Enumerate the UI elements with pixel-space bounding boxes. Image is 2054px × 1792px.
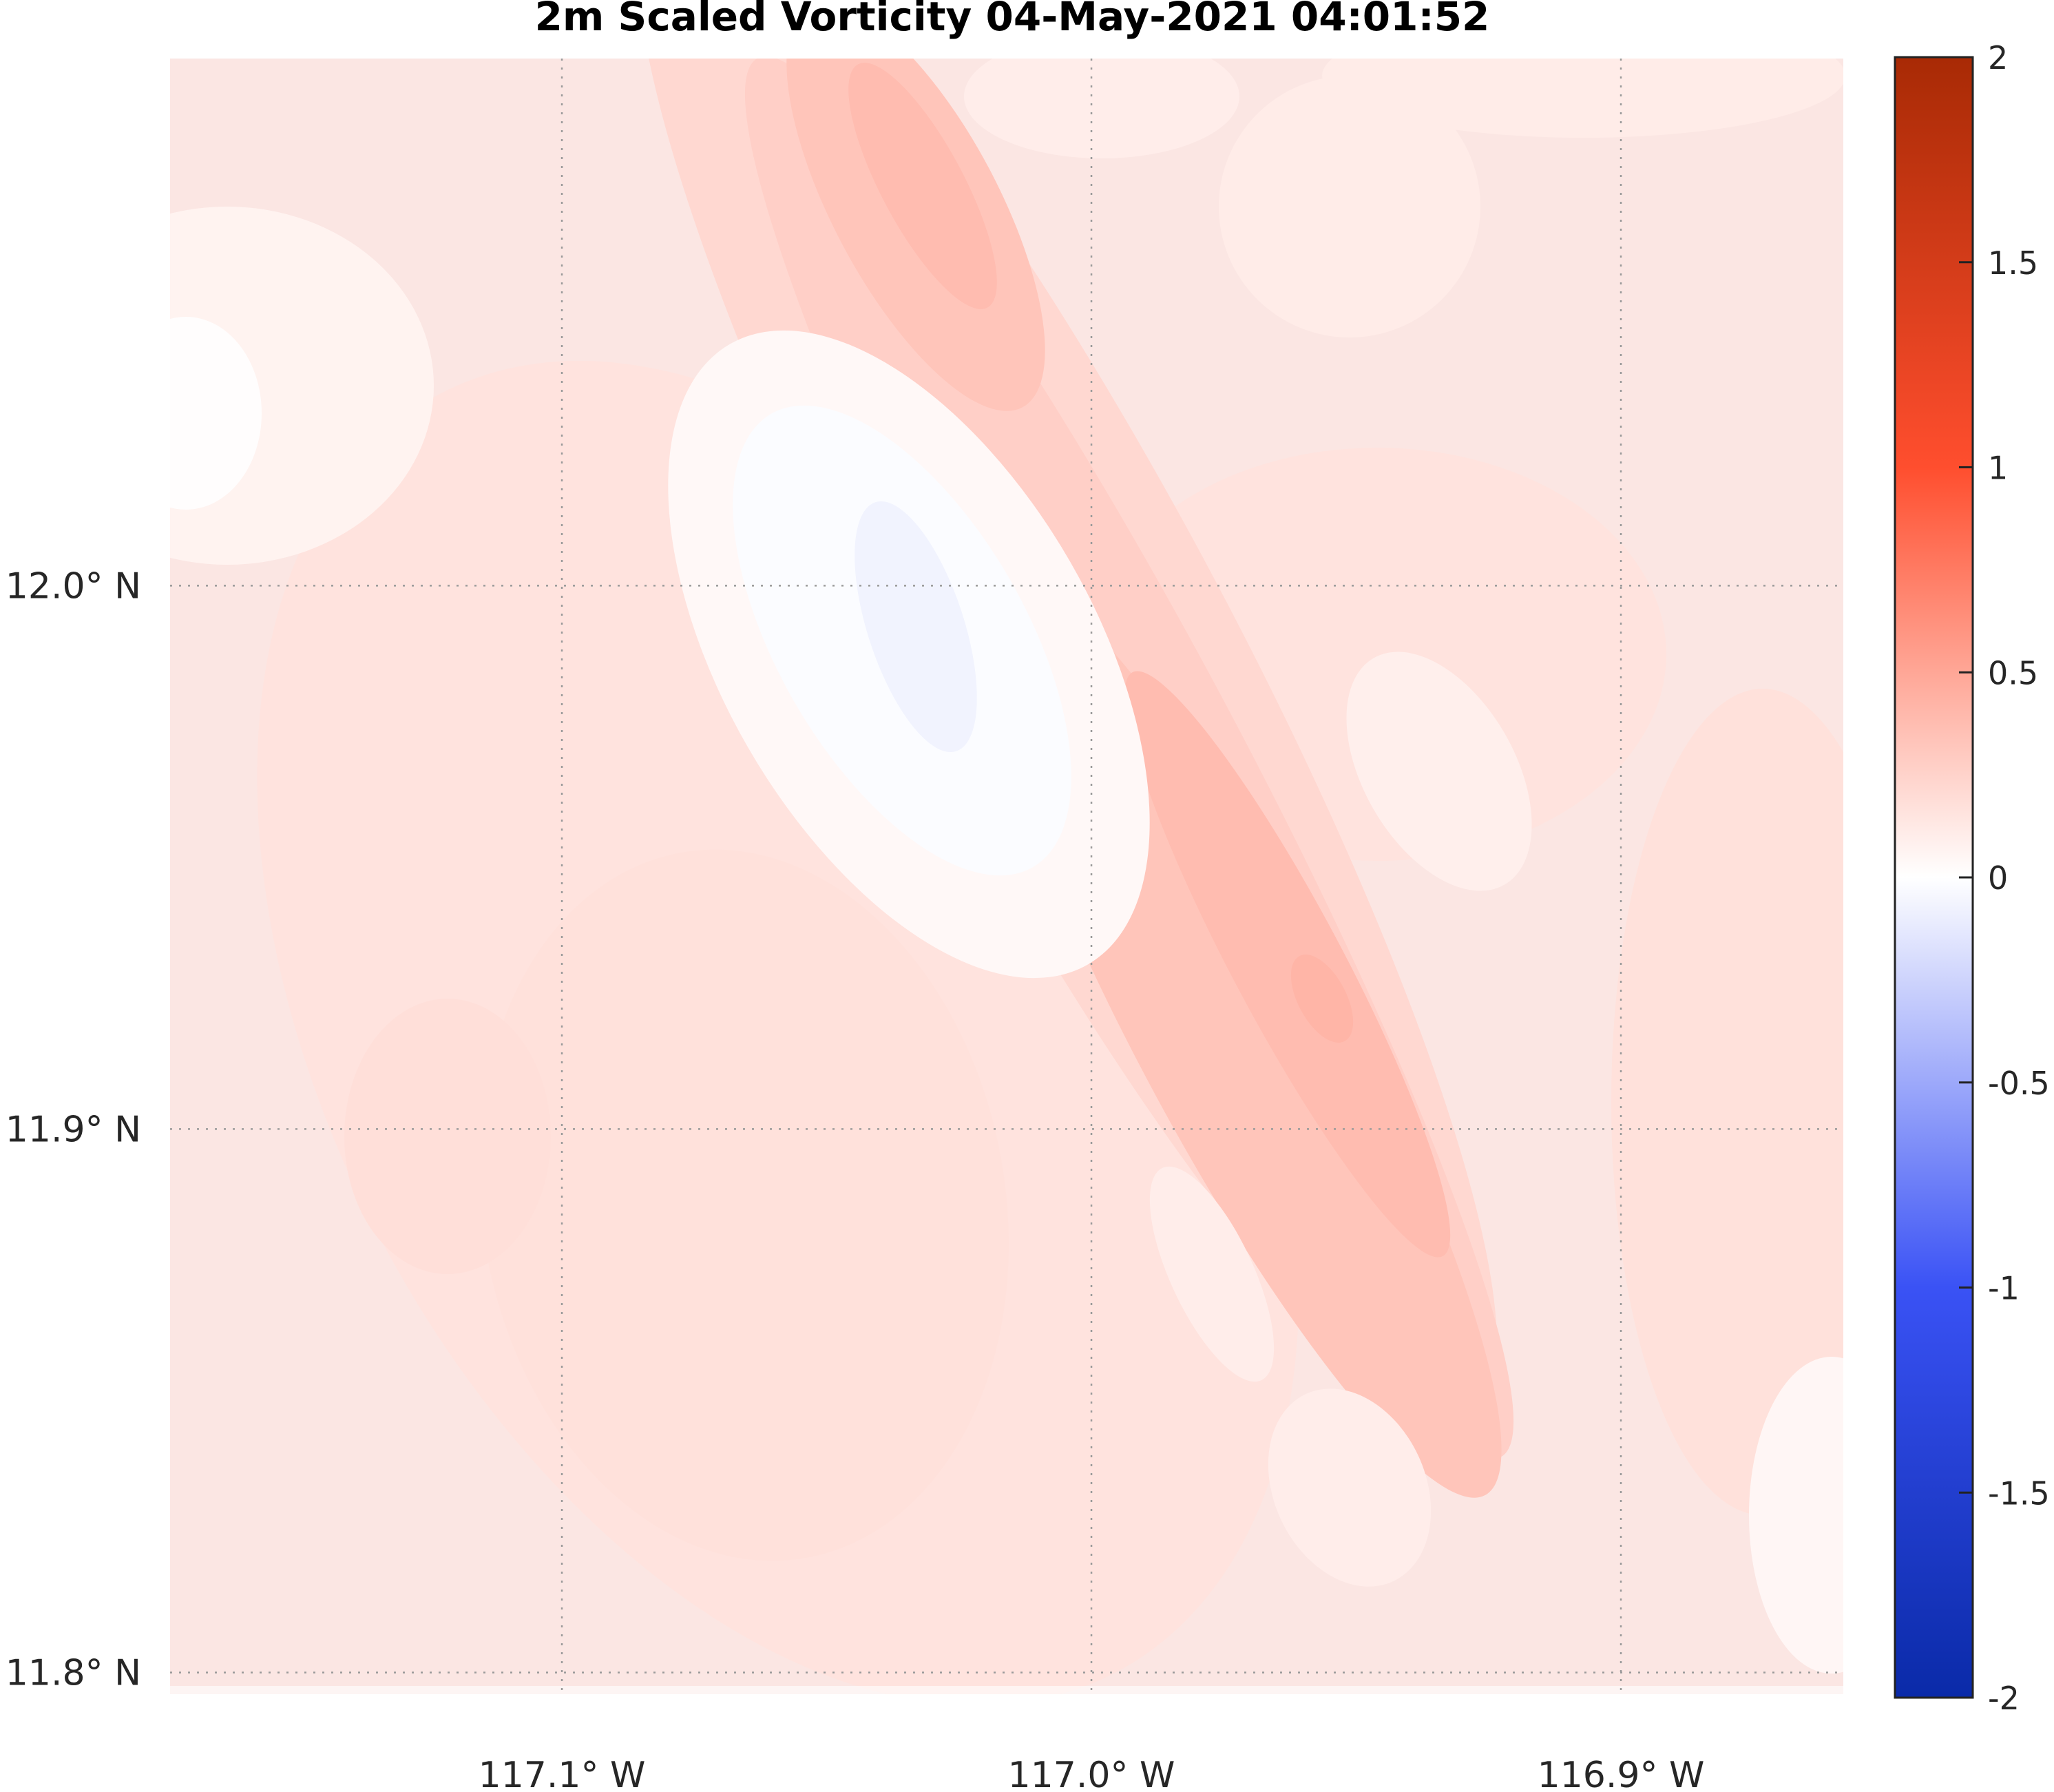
contour-region-4 xyxy=(479,849,1009,1561)
contour-region-22 xyxy=(964,59,1239,158)
contour-region-5 xyxy=(344,999,551,1274)
contour-region-17 xyxy=(170,317,262,510)
chart-title: 2m Scaled Vorticity 04-May-2021 04:01:52 xyxy=(534,0,1490,40)
colorbar-tick-label: 1 xyxy=(1988,450,2008,487)
x-tick-label: 117.0° W xyxy=(1008,1755,1175,1789)
vorticity-contours xyxy=(170,59,1843,1694)
y-axis-tick-labels: 11.8° N 11.9° N 12.0° N xyxy=(6,565,141,1694)
missing-data-strip xyxy=(170,1686,1843,1694)
contour-region-2 xyxy=(1611,689,1843,1515)
contour-region-10 xyxy=(1124,671,1451,1258)
y-tick-label: 12.0° N xyxy=(6,565,141,607)
colorbar-tick-label: -1.5 xyxy=(1988,1475,2050,1512)
contour-region-18 xyxy=(1346,652,1532,891)
grid-lines xyxy=(170,59,1843,1694)
plot-area xyxy=(170,59,1843,1694)
contour-region-15 xyxy=(855,501,977,752)
colorbar-tick-label: -0.5 xyxy=(1988,1065,2050,1102)
colorbar-tick-label: 1.5 xyxy=(1988,244,2038,282)
colorbar-ticks: -2 -1.5 -1 -0.5 0 0.5 1 1.5 2 xyxy=(1959,39,2050,1717)
y-tick-label: 11.8° N xyxy=(6,1652,141,1694)
contour-region-24 xyxy=(1219,76,1480,337)
colorbar-tick-label: 2 xyxy=(1988,39,2008,76)
colorbar-tick-label: -2 xyxy=(1988,1680,2020,1717)
contour-region-11 xyxy=(848,63,997,309)
x-tick-label: 117.1° W xyxy=(479,1755,646,1789)
x-axis-tick-labels: 117.1° W 117.0° W 116.9° W xyxy=(479,1755,1705,1792)
colorbar-tick-label: 0 xyxy=(1988,859,2008,897)
contour-region-19 xyxy=(1268,1388,1432,1587)
contour-region-20 xyxy=(1149,1166,1275,1382)
y-tick-label: 11.9° N xyxy=(6,1109,141,1150)
colorbar: -2 -1.5 -1 -0.5 0 0.5 1 1.5 2 xyxy=(1894,39,2050,1717)
contour-region-23 xyxy=(1322,59,1843,138)
x-tick-label: 116.9° W xyxy=(1538,1755,1705,1789)
contour-region-21 xyxy=(1749,1357,1843,1674)
colorbar-tick-label: 0.5 xyxy=(1988,654,2038,691)
colorbar-tick-label: -1 xyxy=(1988,1270,2020,1307)
contour-region-12 xyxy=(1290,955,1354,1043)
